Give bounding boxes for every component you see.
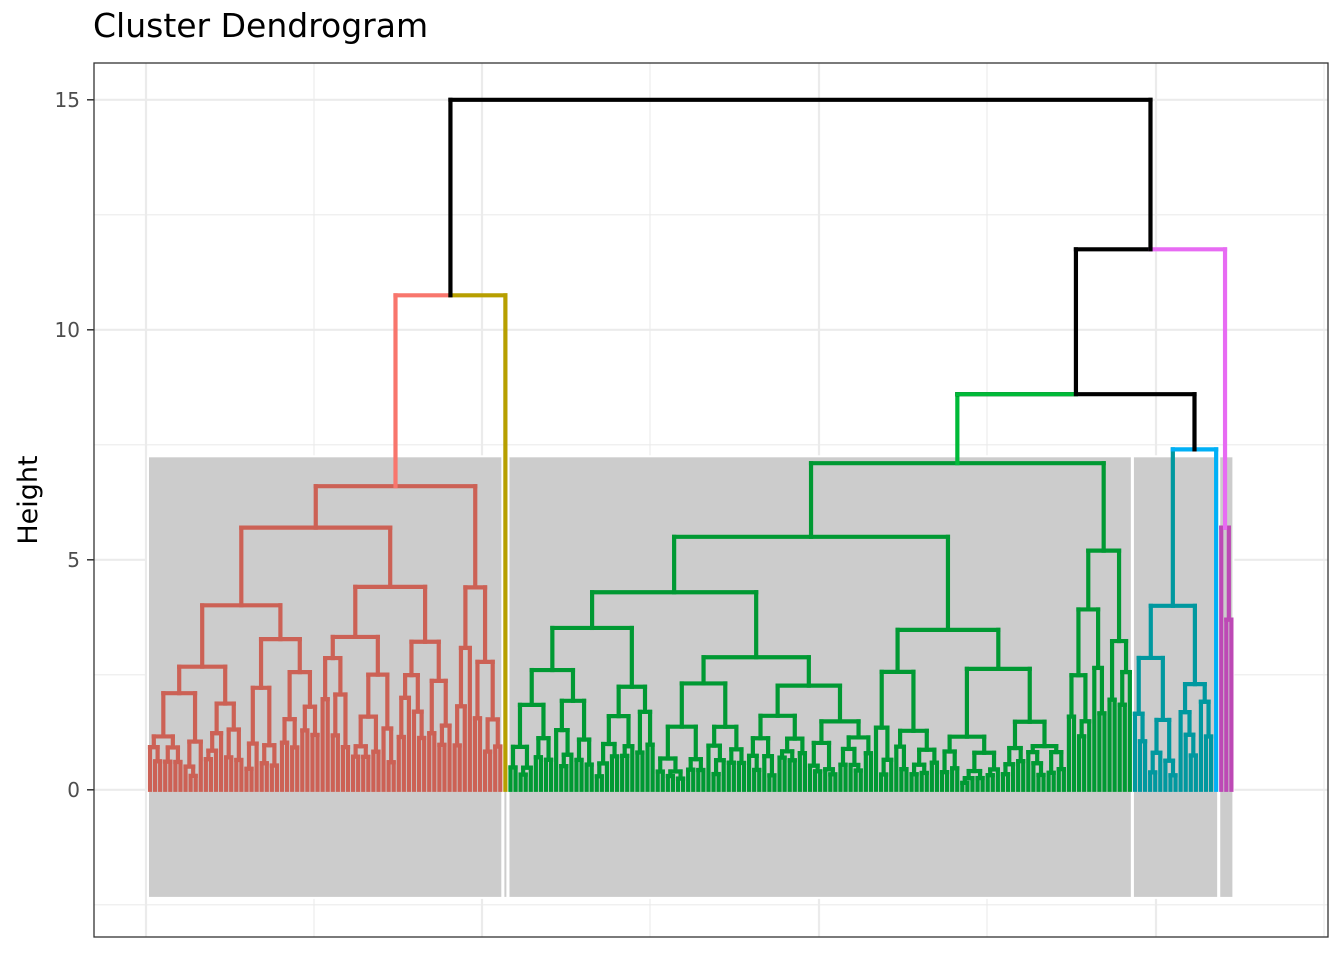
y-tick-label: 0	[67, 778, 80, 802]
branch-layer	[147, 97, 1234, 792]
y-axis-title: Height	[13, 455, 44, 544]
cluster-rect	[1131, 455, 1220, 899]
chart-title: Cluster Dendrogram	[93, 6, 429, 45]
y-tick-label: 15	[55, 88, 80, 112]
axis-layer: 0 5 10 15	[55, 88, 94, 802]
cluster-rect-layer	[147, 455, 1235, 899]
y-tick-label: 5	[67, 548, 80, 572]
cluster-rect	[507, 455, 1133, 899]
plot-panel-border	[93, 62, 1329, 938]
y-tick-label: 10	[55, 318, 80, 342]
